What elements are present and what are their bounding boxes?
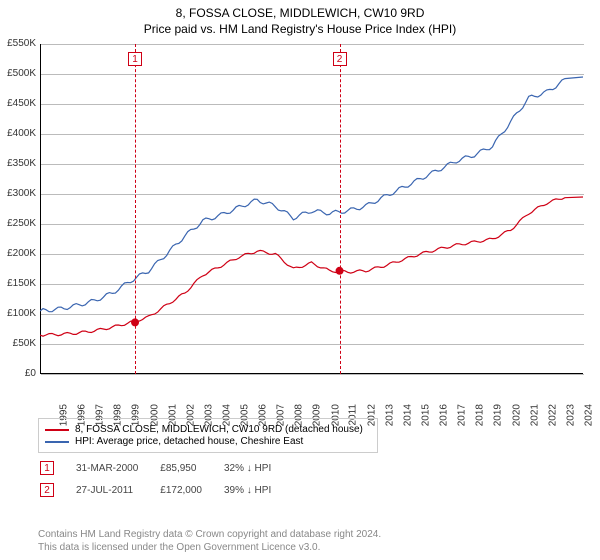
chart-area: £0£50K£100K£150K£200K£250K£300K£350K£400… (40, 44, 583, 374)
marker-badge: 2 (333, 52, 347, 66)
x-axis-label: 2024 (583, 404, 594, 426)
x-axis-label: 2017 (456, 404, 467, 426)
y-axis-label: £50K (2, 338, 36, 349)
legend-label: 8, FOSSA CLOSE, MIDDLEWICH, CW10 9RD (de… (75, 424, 363, 435)
title-block: 8, FOSSA CLOSE, MIDDLEWICH, CW10 9RD Pri… (0, 0, 600, 36)
marker-line (340, 44, 341, 374)
legend-box: 8, FOSSA CLOSE, MIDDLEWICH, CW10 9RD (de… (38, 418, 378, 453)
y-axis-label: £250K (2, 218, 36, 229)
marker-date: 27-JUL-2011 (76, 480, 158, 500)
x-axis-label: 2016 (438, 404, 449, 426)
marker-date: 31-MAR-2000 (76, 458, 158, 478)
x-axis-label: 2018 (475, 404, 486, 426)
attribution-line2: This data is licensed under the Open Gov… (38, 541, 381, 554)
marker-badge: 1 (40, 461, 54, 475)
legend-swatch (45, 429, 69, 431)
attribution: Contains HM Land Registry data © Crown c… (38, 528, 381, 554)
x-axis-label: 2020 (511, 404, 522, 426)
y-axis-label: £450K (2, 98, 36, 109)
x-axis-label: 2023 (565, 404, 576, 426)
marker-pct: 39% ↓ HPI (224, 480, 291, 500)
x-axis-label: 2021 (529, 404, 540, 426)
grid-line (41, 374, 584, 375)
attribution-line1: Contains HM Land Registry data © Crown c… (38, 528, 381, 541)
marker-badge: 2 (40, 483, 54, 497)
table-row: 1 31-MAR-2000£85,95032% ↓ HPI (40, 458, 291, 478)
table-row: 2 27-JUL-2011£172,00039% ↓ HPI (40, 480, 291, 500)
marker-pct: 32% ↓ HPI (224, 458, 291, 478)
page-title: 8, FOSSA CLOSE, MIDDLEWICH, CW10 9RD (0, 6, 600, 20)
marker-data-table: 1 31-MAR-2000£85,95032% ↓ HPI 2 27-JUL-2011… (38, 456, 293, 502)
marker-price: £172,000 (160, 480, 222, 500)
x-axis-label: 2019 (493, 404, 504, 426)
x-axis-label: 2022 (547, 404, 558, 426)
legend-label: HPI: Average price, detached house, Ches… (75, 436, 303, 447)
x-axis-label: 2015 (420, 404, 431, 426)
legend-row: 8, FOSSA CLOSE, MIDDLEWICH, CW10 9RD (de… (45, 424, 371, 435)
x-axis-label: 2013 (384, 404, 395, 426)
y-axis-label: £400K (2, 128, 36, 139)
legend-swatch (45, 441, 69, 443)
x-axis-label: 2014 (402, 404, 413, 426)
marker-badge: 1 (128, 52, 142, 66)
y-axis-label: £350K (2, 158, 36, 169)
legend-row: HPI: Average price, detached house, Ches… (45, 436, 371, 447)
y-axis-label: £200K (2, 248, 36, 259)
series-lines (40, 44, 583, 374)
y-axis-label: £550K (2, 38, 36, 49)
y-axis-label: £300K (2, 188, 36, 199)
marker-price: £85,950 (160, 458, 222, 478)
y-axis-label: £0 (2, 368, 36, 379)
y-axis-label: £100K (2, 308, 36, 319)
series-line (40, 197, 583, 336)
y-axis-label: £150K (2, 278, 36, 289)
series-line (40, 77, 583, 312)
page-subtitle: Price paid vs. HM Land Registry's House … (0, 22, 600, 36)
chart-container: 8, FOSSA CLOSE, MIDDLEWICH, CW10 9RD Pri… (0, 0, 600, 560)
marker-line (135, 44, 136, 374)
y-axis-label: £500K (2, 68, 36, 79)
